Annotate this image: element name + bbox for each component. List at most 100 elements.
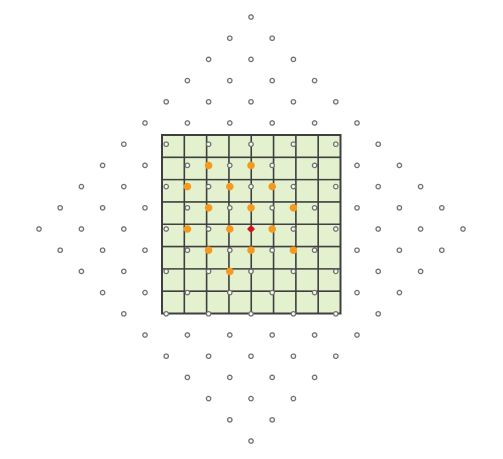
- lattice-point: [332, 310, 339, 317]
- lattice-point: [99, 289, 106, 296]
- lattice-point: [226, 289, 233, 296]
- lattice-point: [269, 289, 276, 296]
- lattice-point: [163, 268, 170, 275]
- lattice-point: [311, 162, 318, 169]
- lattice-point: [205, 353, 212, 360]
- lattice-point: [311, 204, 318, 211]
- lattice-point: [226, 162, 233, 169]
- lattice-point: [396, 289, 403, 296]
- lattice-point: [78, 183, 85, 190]
- lattice-point: [99, 247, 106, 254]
- lattice-point: [248, 395, 254, 402]
- lattice-point: [163, 310, 170, 317]
- lattice-point: [226, 77, 233, 84]
- lattice-point: [354, 332, 360, 338]
- lattice-point: [120, 183, 127, 190]
- lattice-point: [226, 204, 233, 211]
- lattice-point: [184, 162, 191, 169]
- lattice-point: [120, 226, 127, 232]
- lattice-point: [290, 98, 297, 105]
- lattice-point: [269, 332, 276, 338]
- lattice-point: [226, 247, 233, 254]
- lattice-point: [226, 35, 233, 42]
- lattice-point: [120, 141, 127, 148]
- lattice-point: [163, 183, 170, 190]
- lattice-point: [184, 204, 191, 211]
- lattice-point: [205, 310, 212, 317]
- lattice-point: [248, 98, 254, 105]
- lattice-point: [269, 374, 276, 381]
- lattice-point: [354, 162, 360, 169]
- lattice-point: [226, 332, 233, 338]
- lattice-point: [205, 183, 212, 190]
- lattice-point: [57, 247, 64, 254]
- lattice-point: [396, 204, 403, 211]
- highlighted-point: [247, 161, 255, 170]
- lattice-point: [269, 162, 276, 169]
- lattice-point: [290, 183, 297, 190]
- lattice-point: [248, 141, 254, 148]
- lattice-point: [226, 120, 233, 126]
- lattice-point: [205, 226, 212, 232]
- highlighted-point: [289, 204, 298, 212]
- highlighted-point: [268, 225, 277, 233]
- lattice-point: [417, 226, 424, 232]
- lattice-point: [226, 374, 233, 381]
- lattice-point: [375, 226, 382, 232]
- lattice-point: [205, 56, 212, 63]
- lattice-point: [163, 226, 170, 232]
- lattice-point: [163, 353, 170, 360]
- highlighted-point: [204, 246, 213, 254]
- lattice-point: [375, 141, 382, 148]
- lattice-point: [184, 374, 191, 381]
- lattice-point: [142, 162, 148, 169]
- lattice-point: [290, 56, 297, 63]
- lattice-point: [248, 310, 254, 317]
- lattice-point: [417, 183, 424, 190]
- lattice-point: [290, 226, 297, 232]
- highlighted-point: [183, 182, 192, 191]
- lattice-point: [311, 332, 318, 338]
- highlighted-point: [226, 267, 234, 276]
- lattice-point: [290, 310, 297, 317]
- lattice-point: [332, 226, 339, 232]
- lattice-point: [290, 353, 297, 360]
- lattice-point: [57, 204, 64, 211]
- lattice-point: [290, 268, 297, 275]
- lattice-point: [78, 226, 85, 232]
- lattice-point: [248, 183, 254, 190]
- lattice-point: [332, 98, 339, 105]
- lattice-point: [375, 183, 382, 190]
- highlighted-point: [183, 225, 192, 233]
- lattice-point: [184, 332, 191, 338]
- lattice-point: [248, 14, 254, 20]
- lattice-point: [142, 247, 148, 254]
- lattice-point: [375, 310, 382, 317]
- lattice-point: [142, 289, 148, 296]
- lattice-point: [354, 247, 360, 254]
- lattice-point: [460, 226, 466, 232]
- lattice-point: [290, 395, 297, 402]
- highlighted-points: [183, 161, 298, 276]
- lattice-point: [332, 268, 339, 275]
- highlighted-point: [226, 225, 234, 233]
- lattice-point: [205, 141, 212, 148]
- lattice-point: [311, 77, 318, 84]
- lattice-point: [142, 332, 148, 338]
- lattice-point: [248, 268, 254, 275]
- lattice-point: [36, 226, 42, 232]
- lattice-point: [248, 353, 254, 360]
- highlighted-point: [247, 246, 255, 254]
- lattice-point: [269, 120, 276, 126]
- lattice-point: [205, 98, 212, 105]
- lattice-point: [438, 247, 445, 254]
- lattice-point: [184, 77, 191, 84]
- lattice-point: [332, 141, 339, 148]
- lattice-point: [120, 310, 127, 317]
- lattice-point: [142, 204, 148, 211]
- lattice-point: [205, 268, 212, 275]
- lattice-point: [311, 374, 318, 381]
- lattice-point: [205, 395, 212, 402]
- lattice-point: [269, 77, 276, 84]
